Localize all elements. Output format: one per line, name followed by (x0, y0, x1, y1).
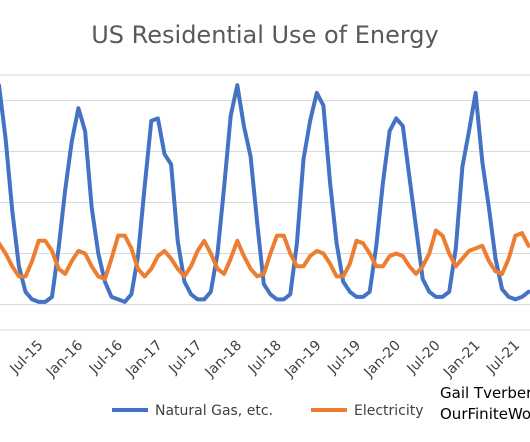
x-tick-label: Jul-17 (165, 338, 205, 378)
x-tick-label: Jan-20 (361, 338, 404, 381)
x-tick-label: Jul-19 (324, 338, 364, 378)
x-tick-label: Jul-20 (404, 338, 444, 378)
legend: Natural Gas, etc. Electricity (112, 403, 424, 419)
annotation-line-1: Gail Tverberg (440, 384, 530, 402)
x-tick-label: Jan-17 (122, 338, 165, 381)
x-tick-label: Jan-18 (202, 338, 245, 381)
x-tick-label: Jan-21 (440, 338, 483, 381)
author-annotation: Gail Tverberg OurFiniteWorld.com (440, 384, 530, 423)
x-tick-label: Jul-16 (86, 337, 126, 377)
chart-title: US Residential Use of Energy (91, 21, 439, 49)
series-line-natural-gas (0, 83, 530, 304)
x-tick-label: Jan-16 (43, 337, 87, 381)
x-tick-label: Jan-19 (281, 338, 324, 381)
legend-label-electricity: Electricity (354, 403, 424, 419)
legend-label-natural-gas: Natural Gas, etc. (155, 403, 273, 419)
x-tick-label: Jul-18 (245, 338, 285, 378)
x-tick-label: Jul-21 (483, 338, 523, 378)
x-tick-label: Jul-15 (6, 338, 46, 378)
annotation-line-2: OurFiniteWorld.com (440, 405, 530, 423)
series-line-electricity (0, 228, 530, 281)
plot-area (0, 83, 530, 304)
